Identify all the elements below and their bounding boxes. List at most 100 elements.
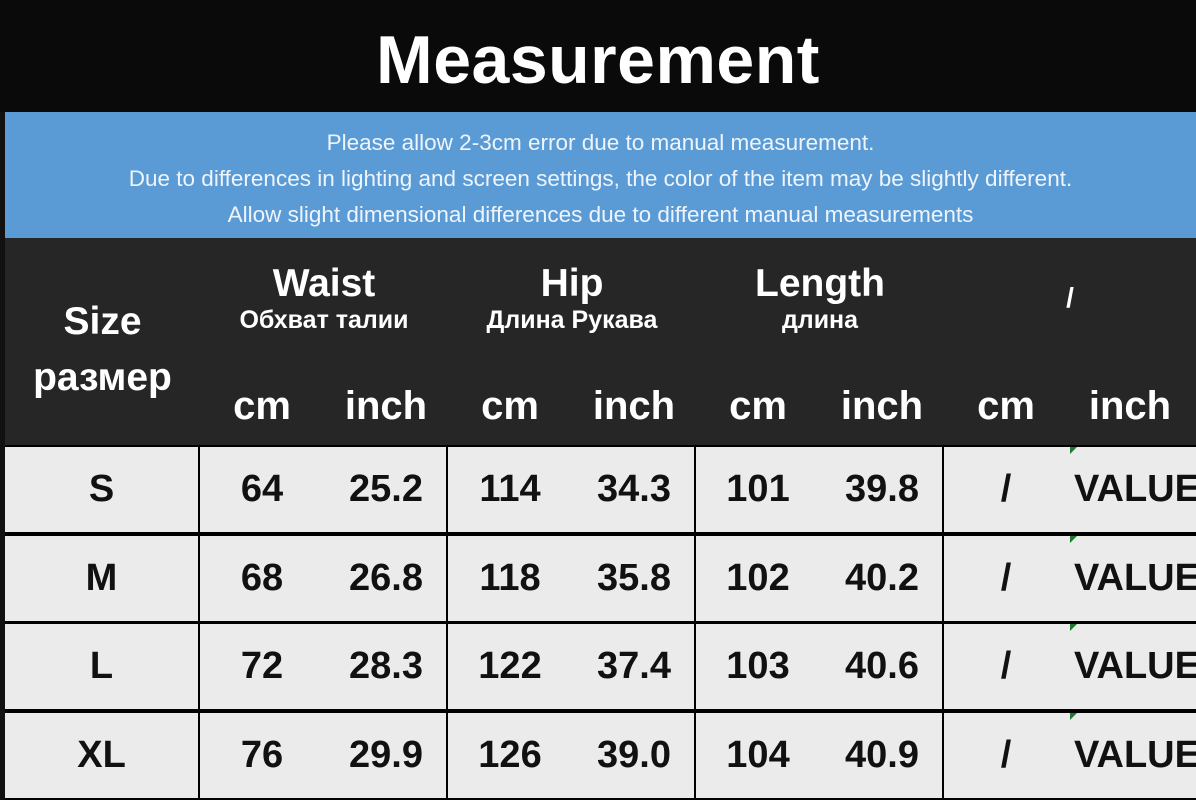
value-pair: / VALUE (944, 557, 1196, 600)
inch-value: 40.6 (845, 645, 919, 688)
cm-value: 104 (726, 734, 790, 777)
cm-value: 118 (479, 556, 541, 599)
inch-value: VALUE (1074, 556, 1196, 599)
value-pair: 114 34.3 (448, 468, 694, 511)
unit-label: cm (233, 384, 291, 428)
value-pair: 101 39.8 (696, 468, 942, 511)
inch-value: 40.2 (845, 556, 919, 599)
size-cell: M (5, 535, 198, 621)
cm-value: 76 (240, 734, 284, 777)
value-pair: 103 40.6 (696, 645, 942, 688)
value-pair: 104 40.9 (696, 734, 942, 777)
inch-value: 34.3 (597, 468, 671, 510)
cm-value: / (1000, 734, 1012, 777)
measurement-cell-group: 102 40.2 (696, 535, 942, 621)
table-row: L 72 28.3 122 37.4 103 40.6 / VALUE (5, 622, 1196, 710)
cm-value: 72 (240, 645, 284, 688)
table-row: S 64 25.2 114 34.3 101 39.8 / VALUE (5, 445, 1196, 532)
notice-line: Due to differences in lighting and scree… (128, 166, 1073, 191)
value-pair: 76 29.9 (200, 734, 446, 777)
inch-value: 28.3 (349, 645, 423, 688)
unit-label: inch (1088, 384, 1172, 428)
column-title: Length (755, 262, 885, 305)
extra-header: / (944, 282, 1196, 314)
unit-label: cm (481, 384, 539, 428)
value-pair: 68 26.8 (200, 557, 446, 600)
notice-line: Please allow 2-3cm error due to manual m… (326, 130, 875, 155)
cm-value: 102 (726, 556, 790, 599)
inch-value: 37.4 (597, 645, 671, 688)
cm-value: 64 (240, 468, 284, 510)
unit-label: cm (977, 384, 1035, 428)
unit-label: inch (592, 384, 676, 428)
value-pair: 122 37.4 (448, 645, 694, 688)
column-title: Waist (272, 262, 376, 305)
cm-value: / (1000, 556, 1012, 599)
cm-value: 103 (726, 645, 790, 688)
waist-header: Waist Обхват талии (200, 262, 448, 335)
page-title: Measurement (376, 22, 820, 98)
size-header-ru: размер (33, 356, 172, 399)
table-header: Size размер Waist Обхват талии Hip Длина… (5, 238, 1196, 445)
size-cell: S (5, 447, 198, 532)
cm-value: 122 (478, 645, 542, 688)
notice-line: Allow slight dimensional differences due… (227, 202, 974, 227)
cm-value: / (1000, 645, 1012, 688)
unit-label: cm (729, 384, 787, 428)
value-pair: 72 28.3 (200, 645, 446, 688)
measurement-cell-group: 103 40.6 (696, 624, 942, 710)
size-header: Size размер (5, 294, 200, 406)
column-subtitle: Длина Рукава (486, 306, 658, 334)
measurement-cell-group: 76 29.9 (200, 713, 446, 799)
inch-value: 29.9 (349, 734, 423, 777)
measurement-cell-group: / VALUE (944, 447, 1196, 532)
cm-value: 68 (240, 556, 284, 599)
table-row: XL 76 29.9 126 39.0 104 40.9 / VALUE (5, 711, 1196, 799)
value-pair: 126 39.0 (448, 734, 694, 777)
value-pair: 118 35.8 (448, 557, 694, 600)
measurement-cell-group: 68 26.8 (200, 535, 446, 621)
measurement-cell-group: / VALUE (944, 535, 1196, 621)
cm-value: 126 (478, 734, 542, 777)
cell-marker-icon (1070, 535, 1077, 543)
measurement-cell-group: / VALUE (944, 713, 1196, 799)
cm-value: / (1000, 468, 1012, 510)
unit-label: inch (840, 384, 924, 428)
cell-marker-icon (1070, 713, 1077, 721)
table-body: S 64 25.2 114 34.3 101 39.8 / VALUE M 68 26.8 118 35.… (5, 445, 1196, 800)
unit-label: inch (344, 384, 428, 428)
notice-band: Please allow 2-3cm error due to manual m… (5, 112, 1196, 238)
title-band: Measurement (0, 0, 1196, 112)
value-pair: / VALUE (944, 734, 1196, 777)
measurement-cell-group: 126 39.0 (448, 713, 694, 799)
size-cell: XL (5, 713, 198, 799)
table-row: M 68 26.8 118 35.8 102 40.2 / VALUE (5, 534, 1196, 621)
measurement-cell-group: 122 37.4 (448, 624, 694, 710)
size-header-en: Size (63, 300, 142, 343)
value-pair: / VALUE (944, 468, 1196, 511)
column-subtitle: длина (781, 306, 859, 334)
length-header: Length длина (696, 262, 944, 335)
size-cell: L (5, 624, 198, 710)
value-pair: 102 40.2 (696, 557, 942, 600)
inch-value: VALUE (1074, 468, 1196, 510)
measurement-cell-group: 104 40.9 (696, 713, 942, 799)
column-title: / (1066, 282, 1074, 313)
inch-value: VALUE (1074, 734, 1196, 777)
measurement-cell-group: 64 25.2 (200, 447, 446, 532)
measurement-cell-group: / VALUE (944, 624, 1196, 710)
inch-value: 40.9 (845, 734, 919, 777)
cell-marker-icon (1070, 447, 1077, 454)
column-title: Hip (540, 262, 604, 305)
cm-value: 101 (726, 468, 790, 510)
cell-marker-icon (1070, 624, 1077, 632)
inch-value: 25.2 (349, 468, 423, 510)
hip-header: Hip Длина Рукава (448, 262, 696, 335)
measurement-cell-group: 118 35.8 (448, 535, 694, 621)
inch-value: 39.0 (597, 734, 671, 777)
measurement-cell-group: 72 28.3 (200, 624, 446, 710)
measurement-cell-group: 114 34.3 (448, 447, 694, 532)
inch-value: VALUE (1074, 645, 1196, 688)
cm-value: 114 (479, 468, 541, 510)
inch-value: 35.8 (597, 556, 671, 599)
